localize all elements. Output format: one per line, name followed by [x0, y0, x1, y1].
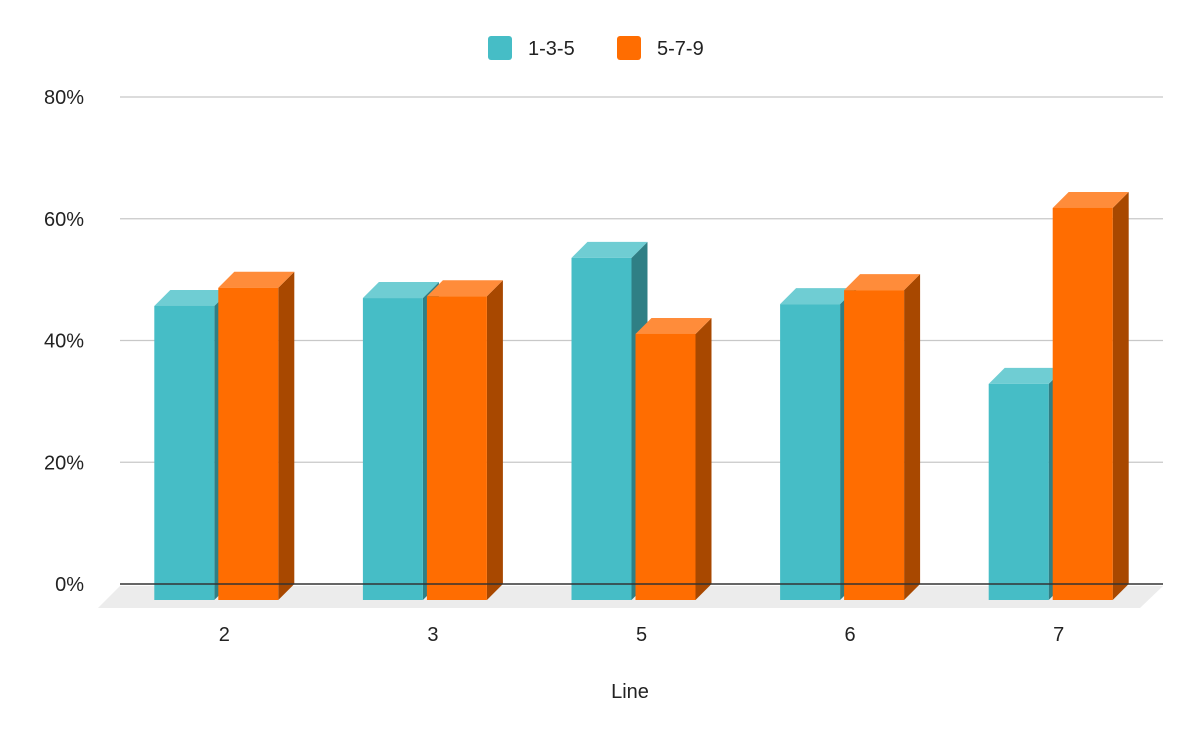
bar-top [218, 271, 295, 288]
y-tick-label: 20% [44, 452, 84, 474]
bar-top [635, 317, 712, 334]
bar-top [426, 280, 503, 297]
bar-5-7-9-3 [426, 280, 503, 600]
x-tick-label: 7 [1053, 624, 1064, 646]
legend-swatch [617, 36, 641, 60]
bar-5-7-9-6 [844, 274, 921, 600]
bar-top [988, 367, 1065, 384]
bar [988, 383, 1049, 600]
legend-label: 5-7-9 [657, 38, 704, 60]
bar [362, 298, 423, 600]
bars [154, 191, 1129, 600]
y-tick-label: 40% [44, 331, 84, 353]
bar [844, 290, 905, 600]
bar-5-7-9-7 [1052, 191, 1129, 600]
y-tick-label: 60% [44, 209, 84, 231]
bar-side [904, 274, 921, 600]
x-tick-label: 2 [219, 624, 230, 646]
bar-top [571, 241, 648, 258]
bar-side [695, 317, 712, 600]
y-tick-label: 80% [44, 87, 84, 109]
bar [154, 305, 215, 600]
bar-side [1112, 191, 1129, 600]
bar-top [1052, 191, 1129, 208]
x-tick-labels: 2 3 5 6 7 [219, 624, 1065, 646]
x-tick-label: 5 [636, 624, 647, 646]
x-tick-label: 6 [845, 624, 856, 646]
bar-side [486, 280, 503, 600]
bar [1052, 207, 1113, 600]
legend-swatch [488, 36, 512, 60]
bar-top [780, 288, 857, 305]
bar-5-7-9-2 [218, 271, 295, 600]
legend: 1-3-5 5-7-9 [488, 36, 704, 60]
bar-5-7-9-5 [635, 317, 712, 600]
y-tick-label: 0% [55, 574, 84, 596]
bar-top [154, 289, 231, 306]
bar-top [362, 282, 439, 299]
bar [635, 333, 696, 600]
bar [218, 287, 279, 600]
x-tick-label: 3 [427, 624, 438, 646]
bar-top [844, 274, 921, 291]
bar [426, 296, 487, 600]
x-axis-label: Line [611, 681, 649, 703]
bar [571, 257, 632, 600]
legend-label: 1-3-5 [528, 38, 575, 60]
bar-side [278, 271, 295, 600]
bar [780, 304, 841, 600]
